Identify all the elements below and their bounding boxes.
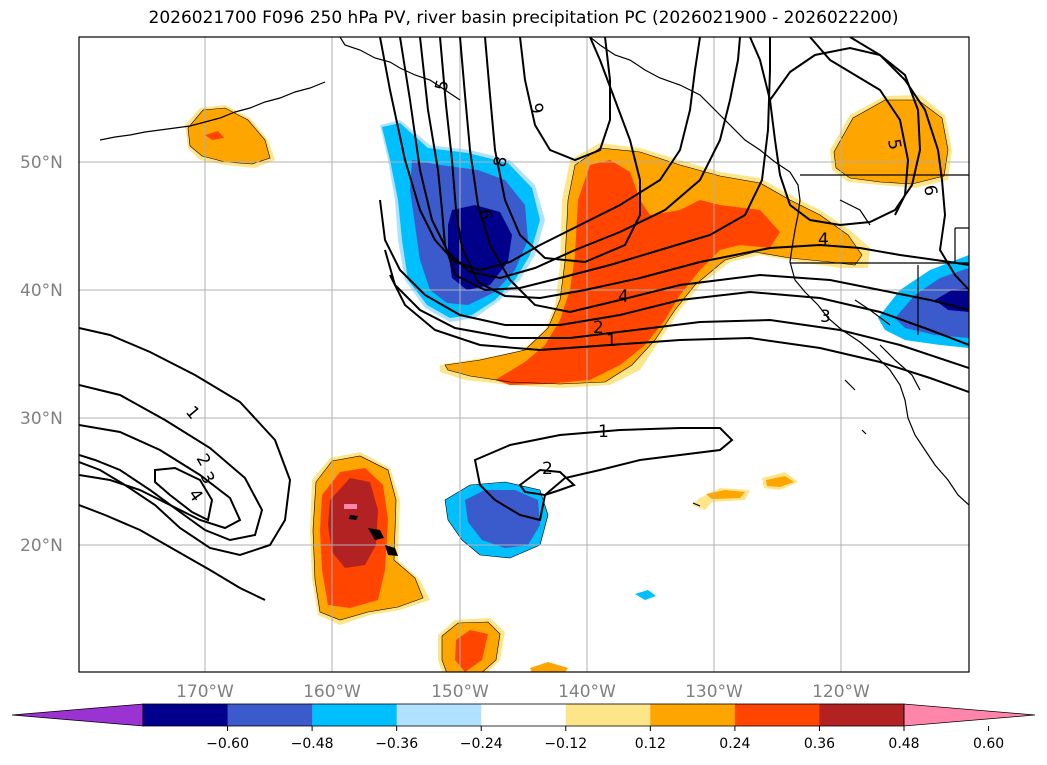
- precip-blob-south2: [530, 662, 568, 672]
- colorbar-bin: [565, 704, 651, 726]
- plot-title: 2026021700 F096 250 hPa PV, river basin …: [148, 8, 899, 28]
- colorbar-tick-label: −0.48: [291, 736, 334, 752]
- colorbar-bin: [143, 704, 229, 726]
- lat-label-40n: 40°N: [20, 281, 63, 301]
- coastlines: [99, 37, 969, 507]
- colorbar-tick-label: −0.60: [206, 736, 249, 752]
- colorbar-border: [142, 703, 905, 727]
- colorbar-extend-low: [11, 703, 144, 727]
- pv-contours: [79, 37, 969, 601]
- precip-band-red: [495, 160, 780, 385]
- colorbar-tick-label: 0.12: [635, 736, 666, 752]
- contour-label: 1: [598, 422, 609, 442]
- lon-label-130w: 130°W: [685, 682, 743, 702]
- contour-label: 9: [525, 101, 547, 115]
- colorbar-tick-label: −0.24: [460, 736, 503, 752]
- contour-label: 3: [820, 307, 831, 327]
- neg-blob-small: [635, 590, 656, 600]
- lon-label-170w: 170°W: [176, 682, 234, 702]
- precip-blob-aleutian-red: [205, 131, 224, 140]
- colorbar-bin: [227, 704, 313, 726]
- colorbar-bin: [481, 704, 567, 726]
- colorbar-bin: [819, 704, 905, 726]
- precip-blob-south-red: [455, 630, 488, 672]
- colorbar-extend-high: [903, 703, 1036, 727]
- colorbar-bin: [396, 704, 482, 726]
- colorbar-bin: [312, 704, 398, 726]
- contour-label: 4: [818, 230, 829, 250]
- colorbar-tick-label: 0.48: [888, 736, 919, 752]
- neg-region-pacific-navy: [448, 205, 512, 290]
- lat-label-50n: 50°N: [20, 153, 63, 173]
- gridlines: [79, 37, 969, 672]
- colorbar-tick-label: −0.36: [375, 736, 418, 752]
- contour-label: 2: [593, 318, 604, 338]
- contour-label: 6: [919, 183, 941, 197]
- neg-region-california-royal: [895, 268, 969, 338]
- colorbar-tick-label: 0.24: [719, 736, 750, 752]
- contour-label: 5: [432, 78, 454, 94]
- lat-labels: 50°N 40°N 30°N 20°N: [20, 153, 63, 556]
- contour-label: 5: [883, 137, 905, 151]
- lon-label-140w: 140°W: [558, 682, 616, 702]
- contour-label: 8: [490, 155, 512, 169]
- contour-label: 4: [618, 287, 629, 307]
- precip-blob-hawaii-pink: [344, 504, 357, 509]
- lon-label-160w: 160°W: [303, 682, 361, 702]
- colorbar: −0.60 −0.48 −0.36 −0.24 −0.12 0.12 0.24 0.36 0.4…: [11, 703, 1036, 752]
- colorbar-tick-label: −0.12: [544, 736, 587, 752]
- precip-blob-small1-orange: [706, 490, 745, 499]
- contour-label: 6: [474, 207, 496, 221]
- map-frame: [78, 36, 970, 673]
- neg-region-east-hawaii-royal: [465, 490, 540, 548]
- hawaii-islands: [349, 515, 398, 556]
- colorbar-tick-label: 0.60: [973, 736, 1004, 752]
- precip-blob-small2-orange: [766, 476, 794, 487]
- lon-labels: 170°W 160°W 150°W 140°W 130°W 120°W: [176, 682, 870, 702]
- contour-label: 1: [606, 331, 617, 351]
- neg-region-california-navy: [935, 288, 969, 312]
- colorbar-tick-label: 0.36: [804, 736, 835, 752]
- lat-label-20n: 20°N: [20, 536, 63, 556]
- contour-label: 2: [542, 459, 553, 479]
- lon-label-150w: 150°W: [431, 682, 489, 702]
- lat-label-30n: 30°N: [20, 409, 63, 429]
- colorbar-bin: [734, 704, 820, 726]
- colorbar-bin: [650, 704, 736, 726]
- lon-label-120w: 120°W: [812, 682, 870, 702]
